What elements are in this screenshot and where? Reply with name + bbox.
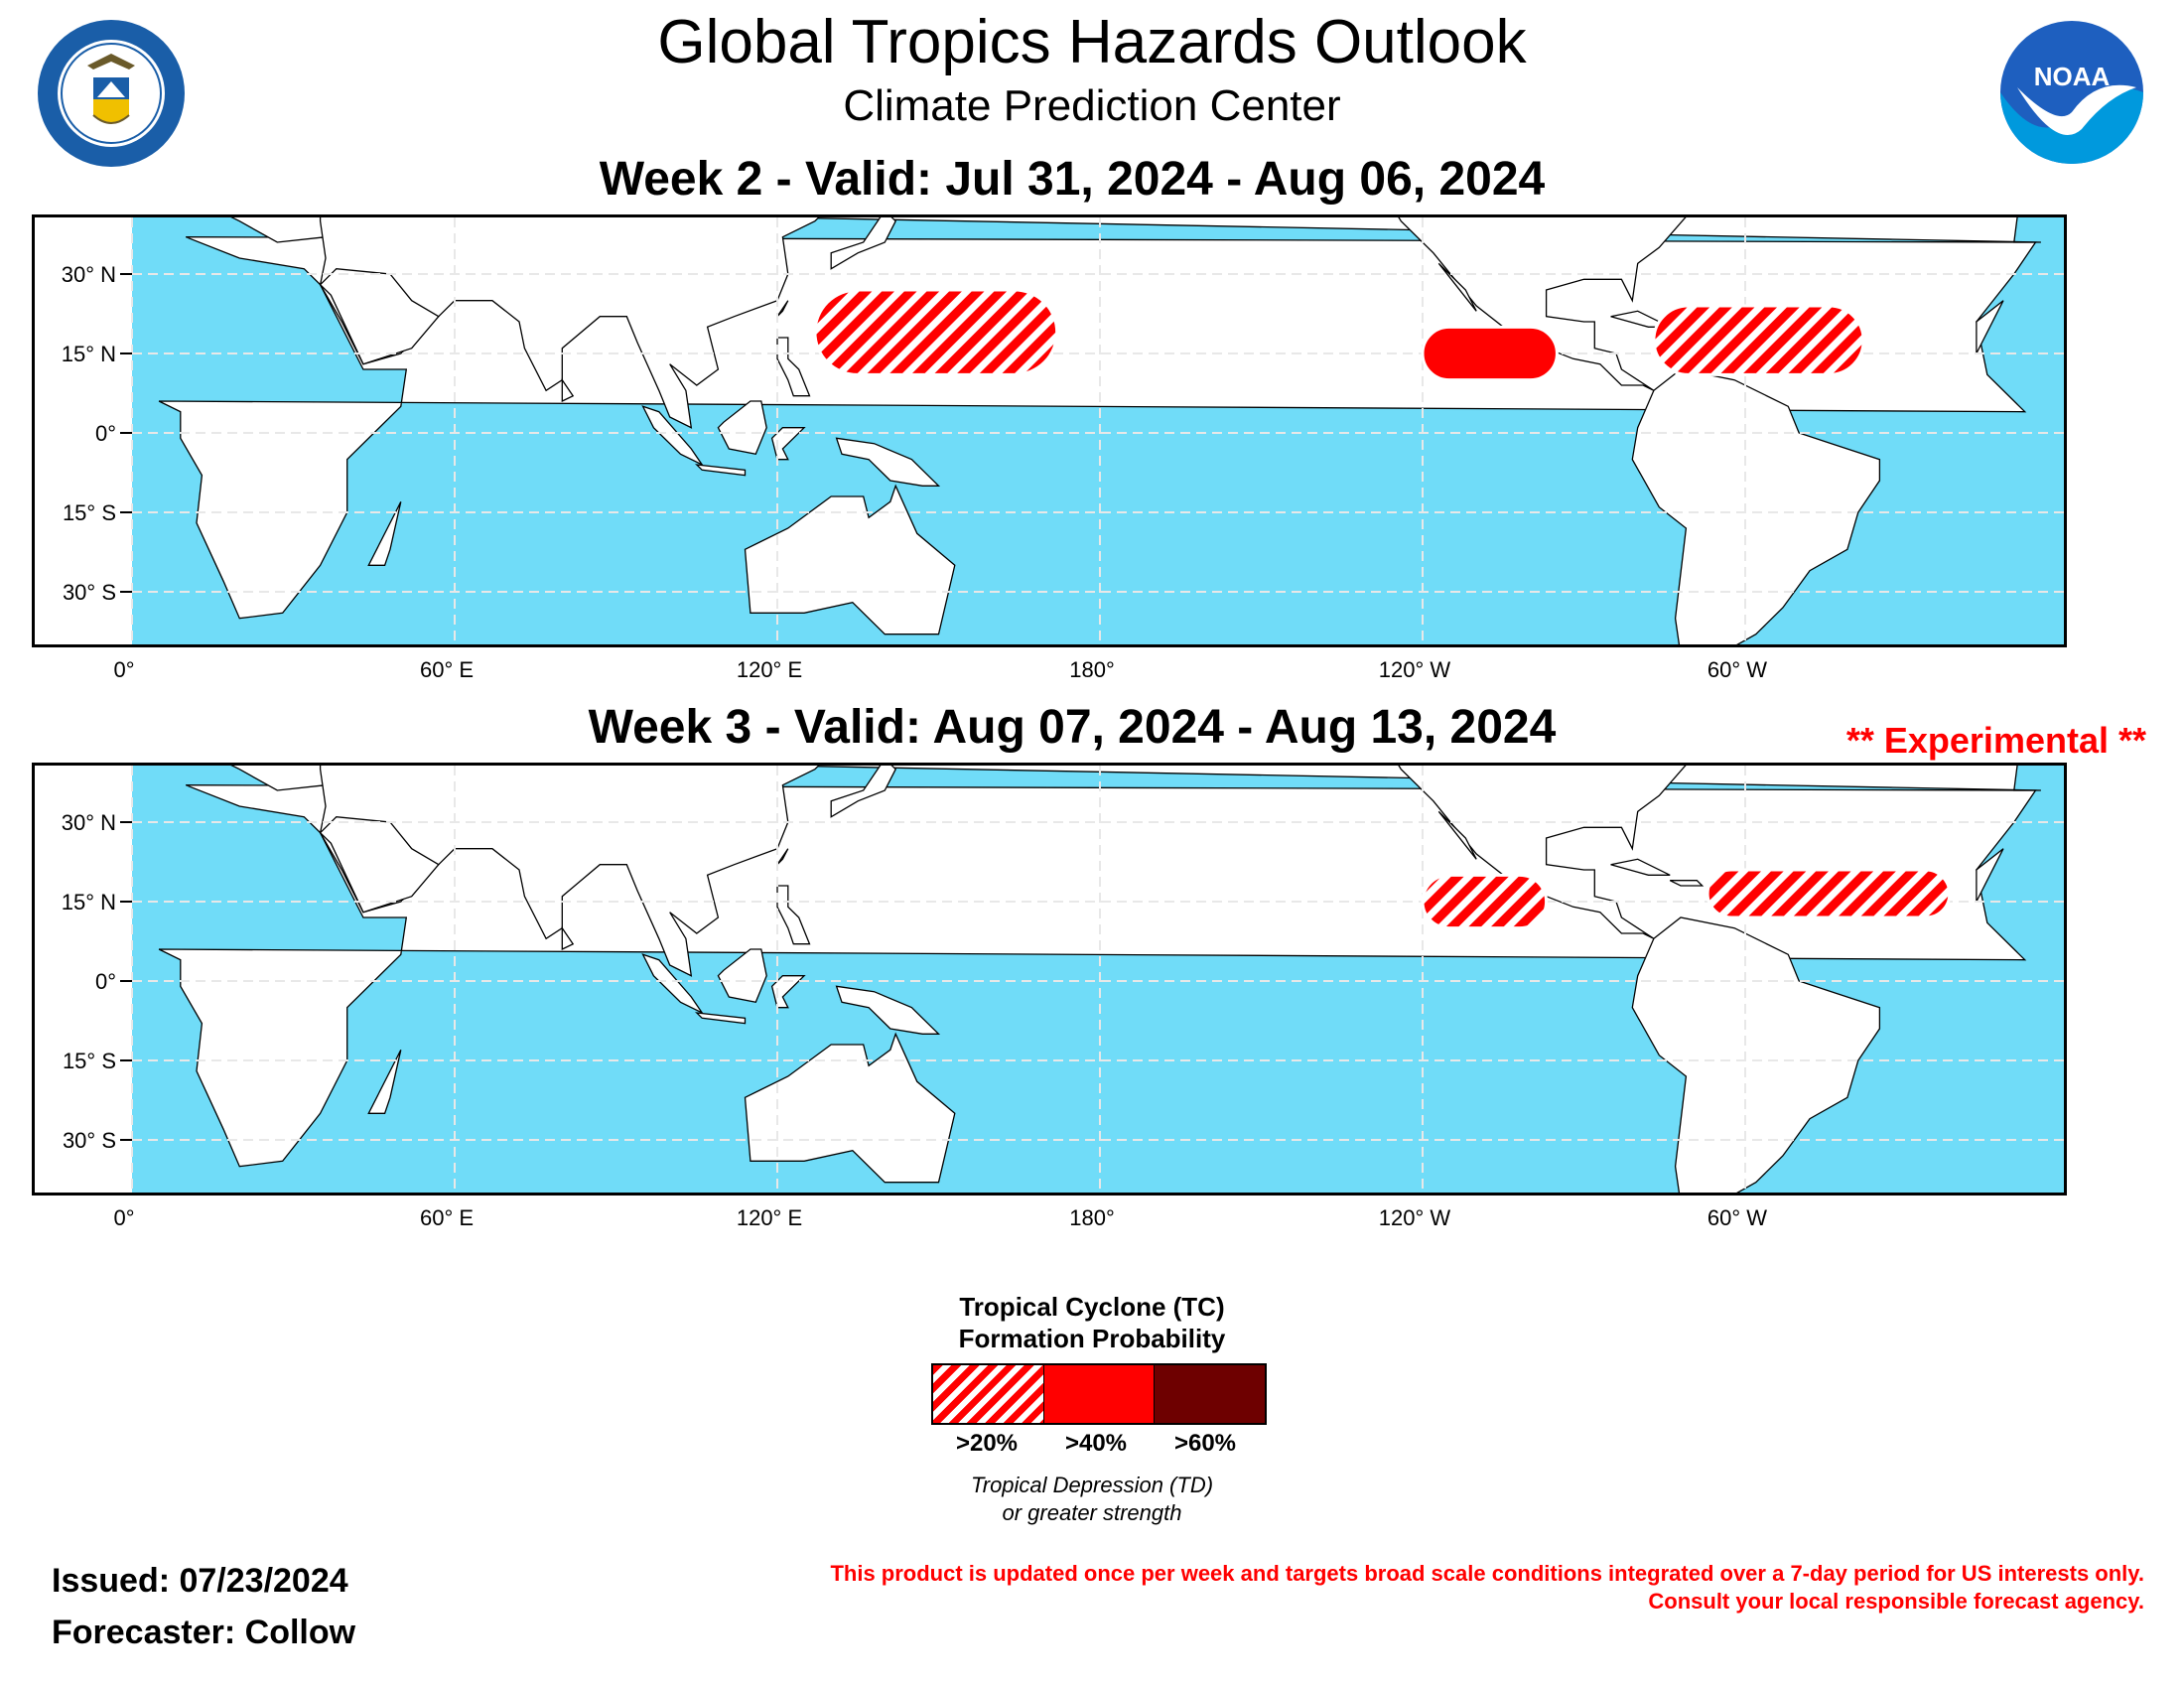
lat-label: 0° — [95, 421, 116, 446]
noaa-logo-text: NOAA — [2034, 62, 2111, 91]
forecaster-name: Forecaster: Collow — [52, 1614, 356, 1651]
land-northamerica — [1398, 766, 1687, 939]
week3-title: Week 3 - Valid: Aug 07, 2024 - Aug 13, 2… — [588, 701, 1557, 754]
lon-label: 120° W — [1378, 1205, 1451, 1230]
lat-label: 0° — [95, 969, 116, 994]
hazard-area-west-pacific — [813, 288, 1059, 376]
lat-label: 15° S — [63, 1049, 116, 1073]
legend-label-40: >40% — [1064, 1430, 1128, 1457]
legend-title: Tropical Cyclone (TC) Formation Probabil… — [0, 1291, 2184, 1354]
land-madagascar — [367, 1050, 402, 1114]
lon-label: 120° E — [736, 657, 803, 682]
lat-label: 30° N — [62, 810, 116, 835]
hazard-area-caribbean-atlantic — [1652, 304, 1865, 376]
week2-map-canvas: 30° N30° N15° N15° N0°0°15° S15° S30° S3… — [62, 217, 2064, 644]
week2-map: 30° N30° N15° N15° N0°0°15° S15° S30° S3… — [32, 214, 2067, 647]
land-japan — [830, 217, 896, 270]
land-japan — [830, 766, 896, 818]
land-java — [695, 464, 747, 477]
hazard-area-atlantic-mdr — [1706, 868, 1952, 919]
lon-label: 60° W — [1706, 657, 1768, 682]
legend-swatch-40 — [1043, 1365, 1156, 1423]
disclaimer-line2: Consult your local responsible forecast … — [1648, 1589, 2144, 1614]
land-madagascar — [367, 501, 402, 566]
land-hispaniola — [1669, 880, 1705, 887]
noaa-logo: NOAA — [1997, 18, 2146, 167]
page-subtitle: Climate Prediction Center — [843, 81, 1341, 130]
week2-title: Week 2 - Valid: Jul 31, 2024 - Aug 06, 2… — [599, 153, 1546, 206]
lat-label: 15° S — [63, 500, 116, 525]
land-srilanka — [561, 377, 575, 403]
land-cuba — [1610, 858, 1671, 876]
land-australia — [744, 1032, 956, 1184]
legend-label-60: >60% — [1173, 1430, 1237, 1457]
legend-note-line1: Tropical Depression (TD) — [970, 1473, 1214, 1497]
lon-label: 180° — [1069, 657, 1115, 682]
lat-label: 30° N — [62, 262, 116, 287]
week2-lon-axis: 0° 60° E 120° E 180° 120° W 60° W — [0, 657, 2184, 687]
lon-label: 120° E — [736, 1205, 803, 1230]
experimental-label: ** Experimental ** — [1845, 720, 2146, 761]
legend-note-line2: or greater strength — [1002, 1500, 1182, 1525]
lon-label: 180° — [1069, 1205, 1115, 1230]
legend-swatch-60 — [1155, 1365, 1266, 1423]
legend-label-20: >20% — [955, 1430, 1019, 1457]
lat-label: 30° S — [63, 580, 116, 605]
land-philippines — [776, 885, 811, 945]
land-baja — [1437, 810, 1477, 860]
disclaimer-line1: This product is updated once per week an… — [830, 1561, 2144, 1586]
lon-label: 60° E — [419, 657, 475, 682]
land-newguinea — [835, 985, 941, 1035]
land-java — [695, 1012, 747, 1025]
lon-label: 0° — [113, 1205, 135, 1230]
lat-label: 15° N — [62, 342, 116, 366]
week3-map: 30° N30° N15° N15° N0°0°15° S15° S30° S3… — [32, 763, 2067, 1196]
lat-label: 15° N — [62, 890, 116, 914]
lon-label: 60° W — [1706, 1205, 1768, 1230]
land-arabia — [319, 816, 440, 914]
land-westafrica-bulge — [1976, 848, 2004, 903]
legend-note: Tropical Depression (TD) or greater stre… — [0, 1472, 2184, 1527]
land-philippines — [776, 337, 811, 397]
lon-label: 0° — [113, 657, 135, 682]
page-title: Global Tropics Hazards Outlook — [657, 8, 1527, 76]
doc-seal-logo — [36, 18, 187, 169]
land-srilanka — [561, 925, 575, 951]
land-borneo — [717, 400, 767, 456]
hazard-area-east-pacific — [1421, 873, 1549, 930]
issued-date: Issued: 07/23/2024 — [52, 1562, 348, 1600]
lon-label: 120° W — [1378, 657, 1451, 682]
land-arabia — [319, 268, 440, 365]
land-southamerica — [1631, 916, 1881, 1193]
land-borneo — [717, 948, 767, 1004]
disclaimer: This product is updated once per week an… — [830, 1560, 2144, 1616]
legend-title-line1: Tropical Cyclone (TC) — [959, 1292, 1225, 1322]
land-northamerica — [1398, 217, 1687, 391]
week3-map-canvas: 30° N30° N15° N15° N0°0°15° S15° S30° S3… — [62, 766, 2064, 1193]
legend-swatch-20 — [933, 1365, 1044, 1423]
hazard-area-east-pacific — [1421, 325, 1559, 382]
land-westafrica-bulge — [1976, 300, 2004, 354]
legend-colorbar — [931, 1363, 1267, 1425]
land-australia — [744, 484, 956, 635]
legend-title-line2: Formation Probability — [958, 1324, 1226, 1353]
lat-label: 30° S — [63, 1128, 116, 1153]
land-taiwan — [776, 300, 789, 318]
land-newguinea — [835, 437, 941, 487]
lon-label: 60° E — [419, 1205, 475, 1230]
land-baja — [1437, 262, 1477, 312]
land-taiwan — [776, 848, 789, 866]
week3-lon-axis: 0° 60° E 120° E 180° 120° W 60° W — [0, 1205, 2184, 1235]
land-southamerica — [1631, 368, 1881, 644]
